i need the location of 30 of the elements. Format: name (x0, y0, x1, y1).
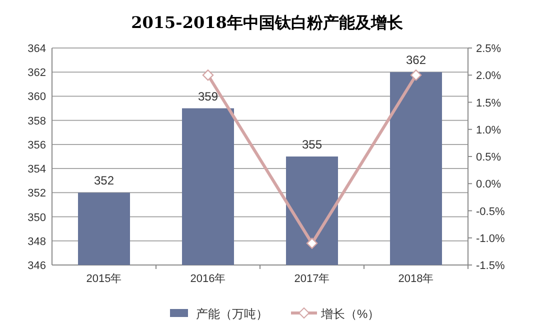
y-tick-label: 362 (28, 67, 46, 80)
y-tick-label: 350 (28, 212, 46, 224)
y2-tick-label: -1.5% (476, 260, 505, 272)
y-tick-label: 346 (28, 260, 46, 272)
y-tick-label: 352 (28, 188, 46, 200)
y2-tick-label: 2.5% (476, 43, 502, 55)
chart-title: 2015-2018年中国钛白粉产能及增长 (131, 13, 404, 32)
y2-tick-label: 1.5% (476, 97, 502, 110)
data-label: 352 (94, 174, 114, 188)
y-tick-label: 348 (28, 236, 46, 248)
legend-label: 增长（%） (320, 307, 380, 321)
x-tick-label: 2016年 (190, 273, 226, 285)
y2-tick-label: 0.0% (476, 178, 502, 191)
y2-tick-label: -0.5% (476, 206, 505, 218)
y-tick-label: 354 (28, 164, 46, 176)
y-tick-label: 360 (28, 91, 46, 104)
legend-label: 产能（万吨） (196, 307, 268, 321)
y2-tick-label: 2.0% (476, 70, 502, 82)
x-tick-label: 2015年 (86, 273, 122, 285)
x-tick-label: 2017年 (294, 273, 330, 285)
y2-tick-label: -1.0% (476, 232, 505, 245)
y-tick-label: 364 (28, 43, 46, 55)
x-tick-label: 2018年 (398, 273, 434, 285)
y-tick-label: 358 (28, 115, 46, 128)
data-label: 355 (302, 138, 322, 152)
y-tick-label: 356 (28, 139, 46, 152)
data-label: 359 (198, 89, 218, 104)
data-label: 362 (406, 53, 426, 68)
y2-tick-label: 1.0% (476, 124, 502, 136)
y2-tick-label: 0.5% (476, 152, 502, 164)
